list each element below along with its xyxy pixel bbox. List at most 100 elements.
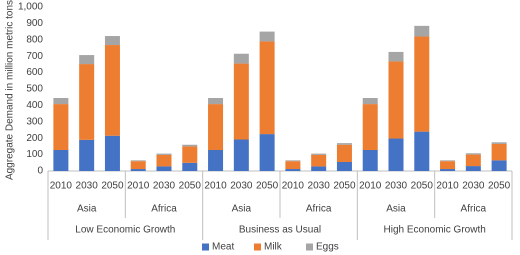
- legend-label: Meat: [212, 242, 234, 253]
- bar-segment: [491, 143, 507, 161]
- bar-segment: [362, 104, 378, 151]
- bar-segment: [53, 104, 69, 151]
- bar-segment: [311, 154, 327, 167]
- scenario-label: Business as Usual: [239, 225, 321, 236]
- y-tick-label: 0: [37, 166, 43, 177]
- y-axis-label: Aggregate Demand in million metric tons: [5, 0, 16, 180]
- y-tick-label: 500: [26, 84, 43, 95]
- bar-segment: [79, 55, 95, 65]
- bar-segment: [414, 36, 430, 132]
- x-tick-label: 2030: [153, 181, 176, 192]
- bar-segment: [465, 166, 481, 171]
- bar-segment: [414, 131, 430, 171]
- bar-segment: [388, 138, 404, 171]
- legend-swatch: [306, 243, 313, 251]
- y-tick-label: 900: [26, 18, 43, 29]
- legend-swatch: [202, 243, 209, 251]
- bar-segment: [208, 150, 224, 171]
- bar-segment: [259, 41, 275, 135]
- bar-segment: [311, 153, 327, 155]
- x-tick-label: 2050: [179, 181, 202, 192]
- bar-segment: [104, 45, 120, 136]
- bar-segment: [104, 36, 120, 46]
- bar-segment: [362, 98, 378, 105]
- y-tick-label: 600: [26, 67, 43, 78]
- x-tick-label: 2030: [230, 181, 253, 192]
- bar-segment: [440, 161, 456, 170]
- bar-segment: [208, 98, 224, 105]
- x-tick-label: 2030: [462, 181, 485, 192]
- bar-segment: [233, 63, 249, 140]
- bar-segment: [259, 31, 275, 42]
- x-tick-label: 2030: [385, 181, 408, 192]
- x-tick-label: 2010: [50, 181, 73, 192]
- x-tick-label: 2030: [76, 181, 99, 192]
- legend-swatch: [254, 243, 261, 251]
- y-tick-label: 1,000: [18, 2, 43, 13]
- bar-segment: [130, 160, 146, 162]
- x-tick-label: 2050: [256, 181, 279, 192]
- bar-segment: [491, 142, 507, 144]
- bar-segment: [233, 139, 249, 171]
- bar-segment: [465, 153, 481, 155]
- region-label: Africa: [461, 204, 487, 215]
- y-tick-label: 700: [26, 51, 43, 62]
- x-tick-label: 2050: [411, 181, 434, 192]
- y-tick-label: 400: [26, 100, 43, 111]
- bar-segment: [388, 61, 404, 139]
- bar-segment: [130, 169, 146, 171]
- bar-segment: [182, 146, 198, 163]
- x-tick-label: 2050: [333, 181, 356, 192]
- bar-segment: [156, 153, 172, 155]
- region-label: Asia: [232, 204, 252, 215]
- bar-segment: [362, 150, 378, 171]
- bar-segment: [336, 143, 352, 145]
- legend-label: Eggs: [316, 242, 339, 253]
- x-tick-label: 2010: [127, 181, 150, 192]
- bar-segment: [156, 154, 172, 167]
- scenario-label: High Economic Growth: [384, 225, 486, 236]
- bar-segment: [130, 161, 146, 170]
- region-label: Africa: [151, 204, 177, 215]
- x-tick-label: 2010: [436, 181, 459, 192]
- bar-segment: [285, 169, 301, 171]
- x-tick-label: 2050: [488, 181, 511, 192]
- bar-segment: [182, 162, 198, 171]
- bar-segment: [311, 166, 327, 171]
- bar-segment: [156, 166, 172, 171]
- bar-segment: [336, 144, 352, 162]
- y-tick-label: 300: [26, 116, 43, 127]
- bar-segment: [465, 154, 481, 167]
- y-tick-label: 100: [26, 149, 43, 160]
- scenario-label: Low Economic Growth: [75, 225, 175, 236]
- bar-segment: [53, 98, 69, 105]
- legend-label: Milk: [264, 242, 283, 253]
- region-label: Asia: [386, 204, 406, 215]
- bar-segment: [388, 51, 404, 62]
- x-tick-label: 2010: [282, 181, 305, 192]
- bar-segment: [259, 134, 275, 171]
- bar-segment: [53, 150, 69, 171]
- bar-segment: [285, 160, 301, 162]
- bar-segment: [491, 160, 507, 171]
- y-tick-label: 200: [26, 133, 43, 144]
- region-label: Africa: [306, 204, 332, 215]
- y-tick-label: 800: [26, 34, 43, 45]
- bar-segment: [79, 139, 95, 171]
- x-tick-label: 2010: [204, 181, 227, 192]
- bar-segment: [233, 53, 249, 64]
- x-tick-label: 2010: [359, 181, 382, 192]
- bar-segment: [182, 144, 198, 147]
- bar-segment: [104, 135, 120, 171]
- x-tick-label: 2050: [101, 181, 124, 192]
- bar-segment: [336, 161, 352, 171]
- bar-segment: [285, 161, 301, 170]
- bar-segment: [440, 160, 456, 162]
- bar-segment: [414, 25, 430, 37]
- bar-segment: [79, 64, 95, 140]
- bar-segment: [208, 104, 224, 151]
- x-tick-label: 2030: [308, 181, 331, 192]
- bar-segment: [440, 169, 456, 171]
- region-label: Asia: [77, 204, 97, 215]
